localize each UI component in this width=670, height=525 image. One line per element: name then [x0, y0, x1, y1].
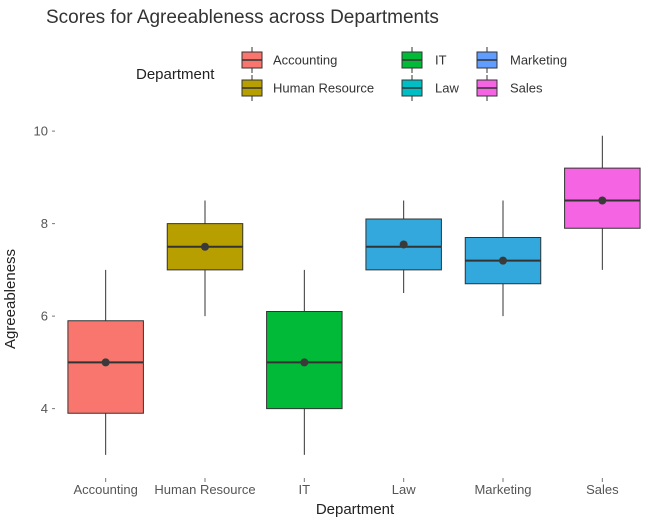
mean-point	[499, 256, 507, 265]
box-human-resource	[166, 200, 244, 317]
chart-title: Scores for Agreeableness across Departme…	[46, 7, 439, 28]
legend-item-human-resource: Human Resource	[241, 75, 374, 101]
box-it	[266, 269, 343, 455]
mean-point	[300, 358, 309, 367]
legend-label: Human Resource	[273, 81, 374, 96]
x-tick-label-marketing: Marketing	[474, 482, 531, 497]
legend-label: Law	[435, 81, 459, 96]
x-tick-label-it: IT	[299, 482, 311, 497]
legend-label: Accounting	[273, 53, 337, 68]
legend-item-accounting: Accounting	[241, 47, 337, 73]
legend-title: Department	[136, 66, 215, 83]
legend-label: Sales	[510, 81, 543, 96]
x-tick-label-law: Law	[392, 482, 416, 497]
mean-point	[399, 240, 408, 249]
legend-label: IT	[435, 53, 447, 68]
box-marketing	[464, 200, 542, 317]
mean-point	[201, 242, 209, 251]
mean-point	[598, 196, 607, 205]
legend-item-marketing: Marketing	[476, 47, 567, 73]
legend-item-it: IT	[401, 47, 447, 73]
y-tick-label: 6	[41, 309, 48, 324]
legend-item-sales: Sales	[476, 75, 543, 101]
y-tick-label: 8	[41, 216, 48, 231]
x-tick-label-accounting: Accounting	[74, 482, 138, 497]
x-axis: Accounting Human Resource IT Law Marketing Sa…	[74, 478, 619, 497]
y-tick-label: 10	[34, 124, 48, 139]
box-accounting	[67, 269, 144, 455]
x-tick-label-sales: Sales	[586, 482, 619, 497]
legend-label: Marketing	[510, 53, 567, 68]
x-tick-label-human-resource: Human Resource	[154, 482, 255, 497]
legend: Department Accounting Human Resource IT Law…	[136, 47, 567, 101]
boxes-layer	[67, 135, 641, 455]
mean-point	[101, 358, 110, 367]
y-axis: 4 6 8 10	[34, 124, 55, 416]
x-axis-title: Department	[316, 501, 395, 518]
iqr-box	[67, 320, 144, 414]
box-sales	[564, 135, 641, 270]
box-law	[365, 200, 442, 293]
legend-item-law: Law	[401, 75, 459, 101]
y-tick-label: 4	[41, 401, 48, 416]
y-axis-title: Agreeableness	[2, 249, 19, 349]
